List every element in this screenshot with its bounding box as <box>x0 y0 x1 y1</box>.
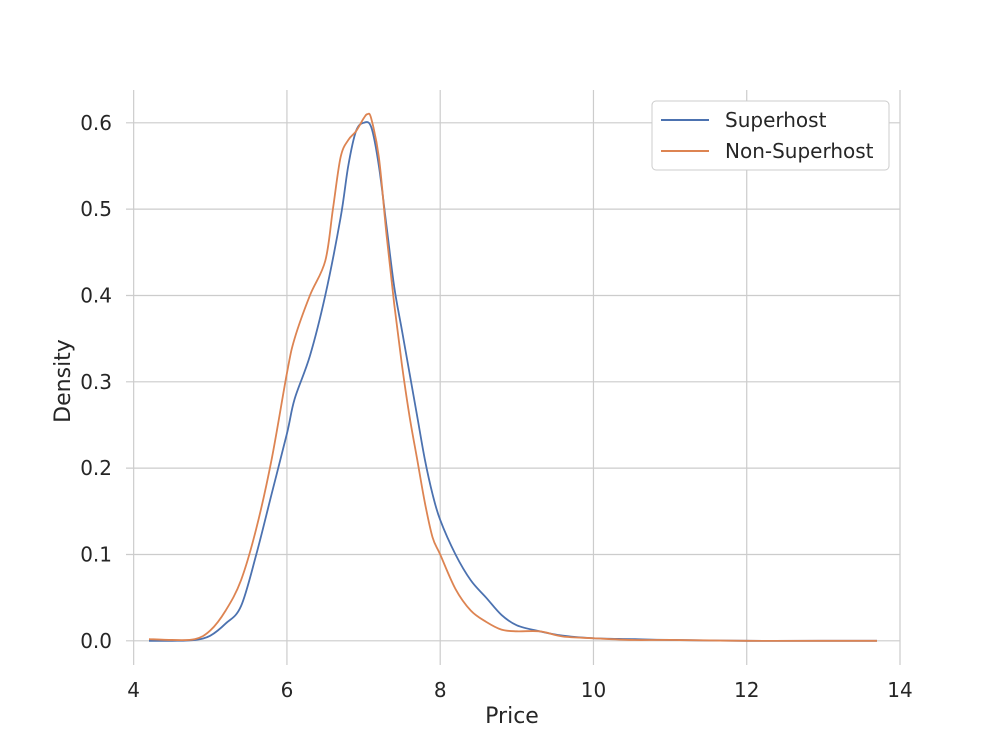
legend-label-superhost: Superhost <box>725 108 827 132</box>
y-tick-label: 0.6 <box>80 111 112 135</box>
x-tick-label: 10 <box>581 678 606 702</box>
series-line-non-superhost <box>148 112 878 642</box>
legend: Superhost Non-Superhost <box>651 100 890 171</box>
x-tick-label: 8 <box>434 678 447 702</box>
legend-label-non-superhost: Non-Superhost <box>725 139 874 163</box>
x-axis-ticks: 4 6 8 10 12 14 <box>127 678 912 702</box>
x-tick-label: 14 <box>887 678 912 702</box>
y-tick-label: 0.4 <box>80 283 112 307</box>
series-lines <box>148 112 878 642</box>
x-tick-label: 6 <box>281 678 294 702</box>
y-tick-label: 0.2 <box>80 456 112 480</box>
x-axis-label: Price <box>485 704 539 729</box>
y-tick-label: 0.1 <box>80 542 112 566</box>
y-tick-label: 0.3 <box>80 370 112 394</box>
x-tick-label: 4 <box>127 678 140 702</box>
y-tick-label: 0.5 <box>80 197 112 221</box>
y-axis-label: Density <box>51 339 76 423</box>
y-axis-ticks: 0.0 0.1 0.2 0.3 0.4 0.5 0.6 <box>80 111 112 653</box>
y-tick-label: 0.0 <box>80 629 112 653</box>
legend-box <box>651 100 890 171</box>
x-tick-label: 12 <box>734 678 759 702</box>
